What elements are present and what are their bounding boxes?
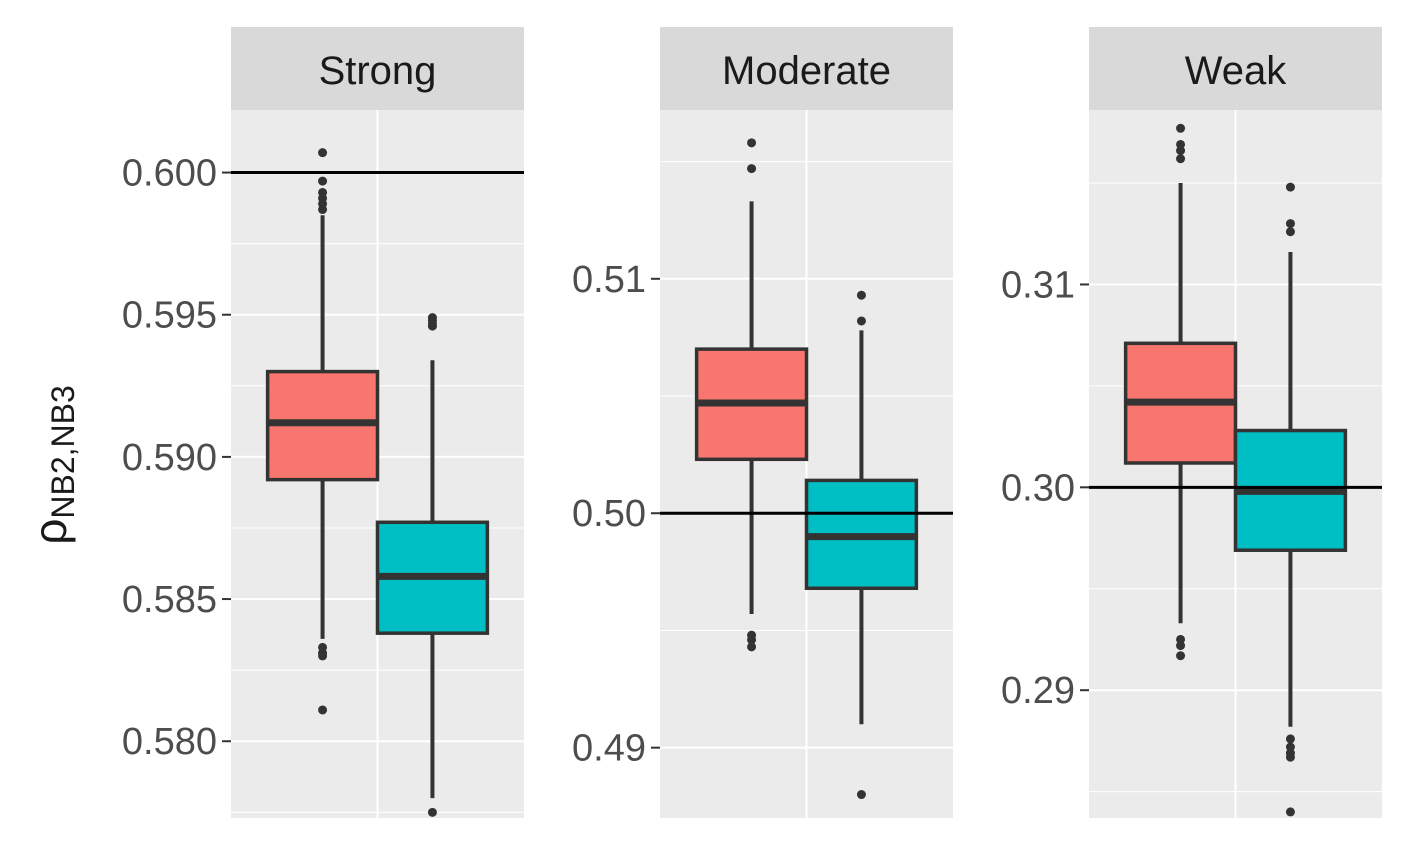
y-tick-label: 0.29: [1001, 670, 1075, 712]
strip-background: [660, 27, 953, 110]
outlier-point: [427, 321, 437, 331]
outlier-point: [856, 790, 866, 800]
y-tick-label: 0.590: [122, 437, 217, 479]
outlier-point: [747, 635, 757, 645]
outlier-point: [1176, 123, 1186, 133]
box-series-2: [804, 290, 919, 800]
panel-moderate: Moderate 0.49 0.50 0.51: [572, 27, 953, 818]
panel-strong: Strong 0.580 0.585 0.590 0.595 0.600: [122, 27, 524, 818]
strip-background: [231, 27, 524, 110]
outlier-point: [318, 651, 328, 661]
outlier-point: [318, 205, 328, 215]
y-tick-label: 0.580: [122, 721, 217, 763]
outlier-point: [318, 705, 328, 715]
panel-title: Moderate: [722, 49, 891, 93]
outlier-point: [427, 807, 437, 817]
outlier-point: [747, 164, 757, 174]
y-tick-label: 0.30: [1001, 467, 1075, 509]
box-series-1: [1123, 123, 1238, 661]
outlier-point: [1285, 182, 1295, 192]
box-series-1: [694, 138, 809, 652]
outlier-point: [1176, 146, 1186, 156]
outlier-point: [1176, 641, 1186, 651]
y-tick-label: 0.49: [572, 728, 646, 770]
box-series-2: [375, 313, 490, 817]
outlier-point: [747, 642, 757, 652]
panels: Strong 0.580 0.585 0.590 0.595 0.600 Moderate 0…: [122, 27, 1382, 818]
outlier-point: [1176, 651, 1186, 661]
y-tick-label: 0.50: [572, 493, 646, 535]
outlier-point: [1285, 807, 1295, 817]
y-tick-label: 0.600: [122, 153, 217, 195]
outlier-point: [856, 316, 866, 326]
outlier-point: [318, 148, 328, 158]
outlier-point: [747, 138, 757, 148]
outlier-point: [1176, 154, 1186, 164]
outlier-point: [1285, 219, 1295, 229]
panel-weak: Weak 0.29 0.30 0.31: [1001, 27, 1382, 818]
panel-title: Weak: [1185, 49, 1288, 93]
y-tick-label: 0.585: [122, 579, 217, 621]
panel-title: Strong: [319, 49, 437, 93]
svg-text:ρNB2,NB3: ρNB2,NB3: [24, 385, 81, 545]
y-axis-title: ρNB2,NB3: [24, 385, 81, 545]
outlier-point: [1285, 752, 1295, 762]
y-axis-subscript: NB2,NB3: [45, 385, 81, 518]
strip-background: [1089, 27, 1382, 110]
outlier-point: [1285, 734, 1295, 744]
y-axis-symbol: ρ: [24, 519, 76, 545]
box-series-2: [1233, 182, 1348, 817]
y-tick-label: 0.31: [1001, 264, 1075, 306]
box-series-1: [265, 148, 380, 715]
outlier-point: [318, 176, 328, 186]
y-tick-label: 0.51: [572, 259, 646, 301]
outlier-point: [856, 290, 866, 300]
y-tick-label: 0.595: [122, 295, 217, 337]
outlier-point: [1285, 227, 1295, 237]
